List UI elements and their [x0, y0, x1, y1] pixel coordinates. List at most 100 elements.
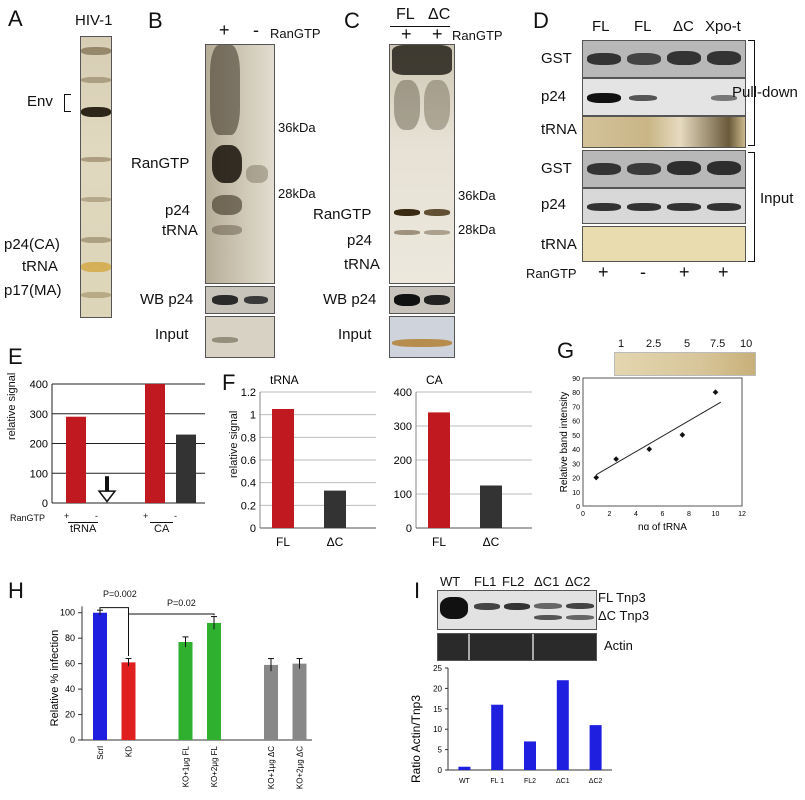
panel-g-letter: G [557, 338, 575, 363]
f-ytick: 1 [250, 410, 256, 422]
f-ytick: 100 [394, 489, 412, 501]
i-xtick: ΔC2 [589, 778, 603, 785]
panel-d-sign-4: + [718, 262, 729, 282]
panel-c-header-line [390, 26, 450, 27]
panel-c-trna-band: tRNA [344, 256, 380, 273]
panel-i-actin: Actin [604, 638, 633, 653]
panel-d-row-trna-1: tRNA [541, 121, 577, 138]
e-ytick: 200 [30, 439, 48, 451]
f-bar [324, 490, 346, 528]
panel-e-letter: E [8, 344, 23, 369]
panel-g-strip-5: 10 [740, 338, 753, 350]
e-ytick: 0 [42, 498, 48, 510]
g-xtick: 12 [738, 511, 746, 518]
g-xtick: 10 [712, 511, 720, 518]
panel-c-gel [389, 44, 455, 284]
i-ylabel: Ratio Actin/Tnp3 [409, 695, 423, 783]
g-point [613, 456, 619, 462]
panel-d-gst-pulldown [582, 40, 746, 78]
panel-a-p17-label: p17(MA) [4, 282, 62, 299]
panel-d-input-label: Input [760, 190, 794, 207]
f-ytick: 0.4 [241, 478, 256, 490]
panel-g-chart: 0 2 4 6 8 10 12 0 10 20 30 40 50 60 70 80 90 ng of tRNA Re… [559, 376, 746, 530]
panel-c-plus-2: + [432, 24, 443, 44]
i-ytick: 10 [433, 725, 442, 734]
panel-d-lane-3: ΔC [673, 18, 694, 35]
panel-h-p2: P=0.02 [167, 598, 196, 608]
g-xtick: 8 [687, 511, 691, 518]
panel-e-ylabel: relative signal [6, 372, 18, 440]
panel-d-row-gst-1: GST [541, 50, 572, 67]
f-bar [480, 485, 502, 528]
e-ytick: 300 [30, 409, 48, 421]
panel-d-lane-1: FL [592, 18, 610, 35]
panel-d-row-p24-2: p24 [541, 196, 567, 213]
g-point [646, 446, 653, 452]
panel-c-letter: C [344, 8, 360, 33]
panel-d-gst-input [582, 150, 746, 188]
g-xtick: 4 [634, 511, 638, 518]
panel-b-input-label: Input [155, 326, 189, 343]
panel-b-minus: - [253, 20, 259, 40]
panel-d-trna-pulldown [582, 116, 746, 148]
i-ytick: 25 [433, 664, 442, 673]
panel-e-chart: 0 100 200 300 400 [30, 379, 205, 510]
panel-b-plus: + [219, 20, 230, 40]
panel-b-p24-band: p24 [165, 202, 191, 219]
i-xtick: ΔC1 [556, 778, 570, 785]
i-bar [458, 766, 471, 770]
h-ytick: 40 [65, 684, 75, 694]
panel-h-chart: 0 20 40 60 80 100 Relative % infection Scrl KD KO… [49, 606, 312, 789]
panel-g-strip-3: 5 [684, 338, 691, 350]
g-ytick: 10 [572, 490, 580, 497]
panel-e-group-ca: CA [150, 522, 174, 535]
h-xtick: KO+1μg ΔC [267, 746, 276, 789]
h-bar [207, 622, 221, 740]
f-xtick: FL [432, 535, 446, 549]
panel-c-wb-label: WB p24 [323, 291, 377, 308]
panel-a-trna-label: tRNA [22, 258, 58, 275]
h-ytick: 0 [70, 735, 75, 745]
panel-c-fl: FL [396, 6, 415, 23]
panel-c-wb-strip [389, 286, 455, 314]
panel-i-lane-5: ΔC2 [565, 574, 591, 589]
f-title: tRNA [270, 373, 299, 387]
g-point [593, 474, 600, 481]
i-xtick: WT [459, 778, 471, 785]
g-ytick: 0 [576, 504, 580, 511]
h-xtick: KO+2μg FL [210, 745, 219, 787]
panel-g-strip-2: 2.5 [646, 338, 662, 350]
panel-d-input-bracket [748, 152, 755, 262]
panel-c-dc: ΔC [428, 6, 451, 23]
g-ytick: 30 [572, 461, 580, 468]
g-point [679, 432, 686, 438]
i-xtick: FL 1 [490, 778, 504, 785]
panel-d-lane-4: Xpo-t [705, 18, 741, 35]
g-point [712, 389, 719, 396]
g-ytick: 60 [572, 419, 580, 426]
e-ytick: 400 [30, 379, 48, 391]
panel-d-trna-input [582, 226, 746, 262]
i-ytick: 20 [433, 684, 442, 693]
panel-i-lane-2: FL1 [474, 574, 497, 589]
g-xtick: 6 [661, 511, 665, 518]
panel-e-sign-2: - [95, 511, 98, 521]
e-bar [176, 434, 196, 503]
g-trendline [595, 401, 722, 476]
panel-b-28kda: 28kDa [278, 186, 316, 201]
panel-i-actin-blot [437, 633, 597, 661]
f-xtick: ΔC [327, 535, 344, 549]
panel-d-p24-pulldown [582, 78, 746, 116]
g-xtick: 2 [608, 511, 612, 518]
panel-d-rangtp-label: RanGTP [526, 266, 577, 281]
f-bar [428, 412, 450, 528]
i-ytick: 5 [438, 746, 443, 755]
g-ytick: 40 [572, 447, 580, 454]
panel-i-tnp3-blot [437, 590, 597, 630]
panel-a-gel [80, 36, 112, 318]
h-xtick: KO+1μg FL [182, 745, 191, 787]
panel-c-28kda: 28kDa [458, 222, 496, 237]
panel-d-letter: D [533, 8, 549, 33]
panel-d-row-trna-2: tRNA [541, 236, 577, 253]
i-ytick: 15 [433, 705, 442, 714]
